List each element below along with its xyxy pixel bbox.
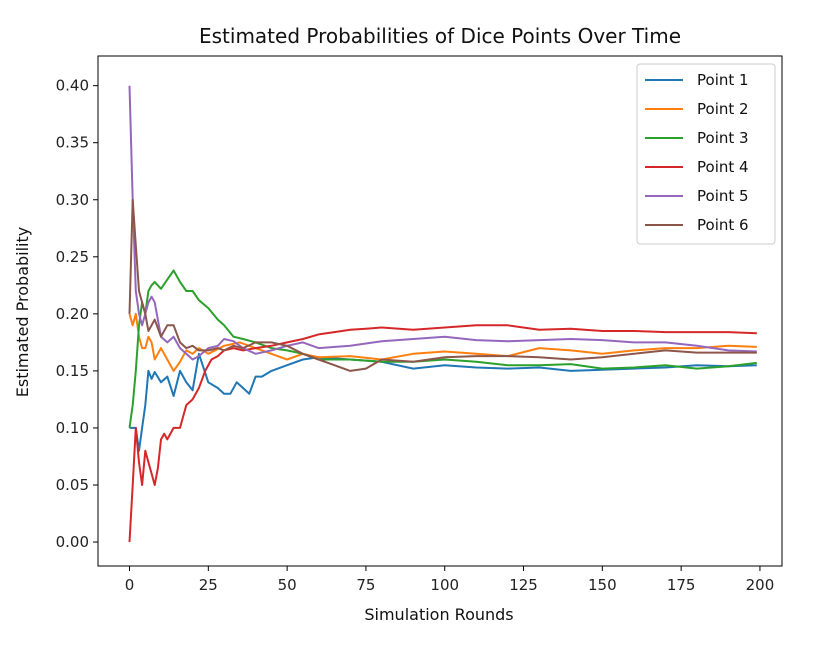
series-line-4 [128,324,757,543]
y-tick-label: 0.20 [56,305,89,323]
x-tick-label: 25 [199,576,218,594]
chart-title: Estimated Probabilities of Dice Points O… [199,24,681,48]
legend-label-4: Point 4 [697,158,749,176]
x-tick-label: 125 [509,576,538,594]
x-tick-label: 50 [278,576,297,594]
series-line-1 [129,352,757,452]
y-tick-label: 0.40 [56,77,89,95]
x-tick-label: 150 [588,576,617,594]
y-tick-label: 0.05 [56,476,89,494]
y-tick-label: 0.30 [56,191,89,209]
y-tick-label: 0.15 [56,362,89,380]
legend-label-2: Point 2 [697,100,749,118]
legend-label-5: Point 5 [697,187,749,205]
y-tick-label: 0.25 [56,248,89,266]
legend: Point 1 Point 2 Point 3 Point 4 Point 5 Point… [636,63,776,245]
y-tick-label: 0.35 [56,134,89,152]
x-tick-label: 200 [746,576,775,594]
series-line-6 [128,198,757,372]
legend-label-1: Point 1 [697,71,749,89]
y-tick-label: 0.00 [56,533,89,551]
legend-label-6: Point 6 [697,216,749,234]
series-line-5 [128,85,757,361]
x-tick-label: 0 [125,576,135,594]
y-tick-label: 0.10 [56,419,89,437]
y-axis-title: Estimated Probability [13,227,32,398]
series-line-3 [128,269,757,429]
x-tick-label: 175 [667,576,696,594]
legend-label-3: Point 3 [697,129,749,147]
x-tick-label: 100 [430,576,459,594]
plot-area: 0 25 50 75 100 125 150 175 200 0.00 0.05 0.10 0.15 0.… [56,55,783,594]
plot-frame [97,55,783,567]
x-tick-label: 75 [356,576,375,594]
x-axis-title: Simulation Rounds [364,605,513,624]
